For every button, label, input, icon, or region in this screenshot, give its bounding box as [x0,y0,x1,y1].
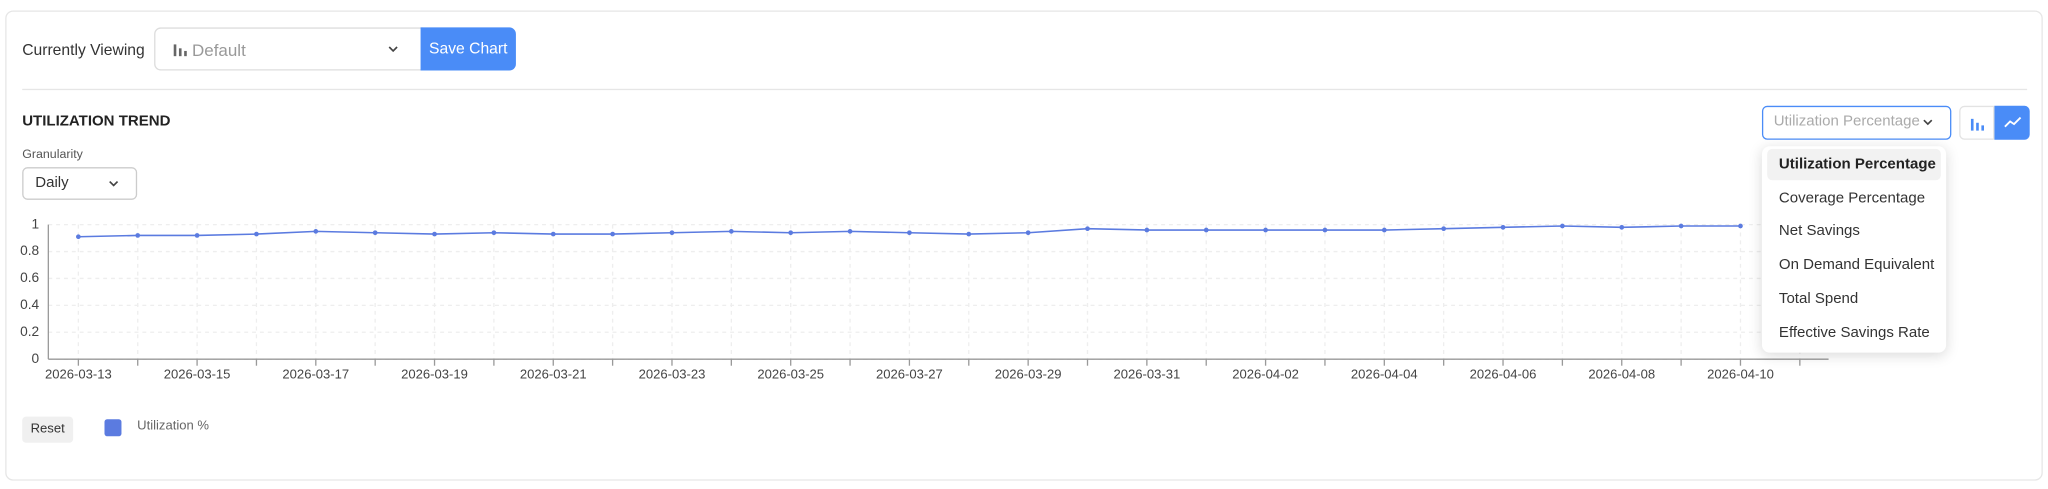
x-tick-label: 2026-04-08 [1588,366,1655,381]
data-point [76,234,81,240]
legend-label[interactable]: Utilization % [137,419,210,434]
data-point [669,230,675,236]
data-point [1619,224,1625,230]
data-point [788,230,794,236]
view-select[interactable]: Default [154,27,424,71]
x-tick-label: 2026-04-02 [1232,366,1299,381]
data-point [1560,223,1565,229]
data-point [313,229,319,234]
bar-chart-button[interactable] [1959,105,1995,140]
section-title: UTILIZATION TREND [22,113,171,130]
menu-item[interactable]: Net Savings [1778,223,1860,240]
x-tick-label: 2026-03-25 [757,366,824,381]
x-tick-label: 2026-03-27 [876,366,943,381]
data-point [135,233,141,238]
menu-item[interactable]: On Demand Equivalent [1778,257,1935,274]
chevron [1923,119,1933,126]
data-point [432,231,437,237]
data-point [1322,227,1328,233]
metric-select-text: Utilization Percentage [1773,113,1920,130]
data-point [1738,223,1743,229]
y-tick-label: 0.6 [20,270,39,285]
x-tick-label: 2026-03-23 [639,366,706,381]
data-point [1203,227,1209,233]
menu-item[interactable]: Coverage Percentage [1778,190,1926,206]
bar-icon [173,44,187,57]
line-icon [2004,116,2022,128]
data-point [1500,224,1506,230]
divider [22,88,2028,91]
data-point [1144,227,1150,233]
metric-menu: Utilization Percentage Coverage Percentag… [1761,146,1947,353]
x-tick-label: 2026-04-10 [1707,366,1774,381]
x-tick-label: 2026-04-04 [1351,366,1418,381]
line-chart-button[interactable] [1994,105,2030,140]
x-tick-label: 2026-03-29 [995,366,1062,381]
menu-item[interactable]: Utilization Percentage [1767,148,1941,181]
x-tick-label: 2026-04-06 [1470,366,1537,381]
metric-select[interactable]: Utilization Percentage [1761,105,1952,140]
data-point [372,230,378,236]
y-tick-label: 1 [32,216,40,231]
viewing-label: Currently Viewing [22,40,145,59]
data-point [1025,230,1031,236]
x-tick-label: 2026-03-15 [164,366,231,381]
x-tick-label: 2026-03-17 [282,366,349,381]
reset-button[interactable]: Reset [22,416,74,443]
granularity-text: Daily [35,175,69,191]
data-point [847,229,853,234]
view-select-text: Default [191,40,246,61]
granularity-select[interactable]: Daily [22,167,138,200]
legend: Utilization % [104,419,365,440]
data-point [1085,226,1090,232]
save-button[interactable]: Save Chart [420,27,516,71]
data-point [1678,223,1684,229]
bar-icon [1970,118,1984,131]
x-tick-label: 2026-03-13 [45,366,112,381]
legend-swatch [104,419,122,437]
data-point [1263,227,1268,233]
menu-item[interactable]: Effective Savings Rate [1778,324,1930,341]
menu-item[interactable]: Total Spend [1778,290,1859,307]
y-tick-label: 0.4 [20,297,39,312]
y-tick-label: 0 [32,351,40,366]
x-tick-label: 2026-03-31 [1113,366,1180,381]
x-tick-label: 2026-03-21 [520,366,587,381]
granularity-label: Granularity [22,147,83,162]
data-point [550,231,556,237]
data-point [194,233,200,238]
y-tick-label: 0.8 [20,243,39,258]
card [5,10,2043,481]
x-tick-label: 2026-03-19 [401,366,468,381]
data-point [966,231,972,237]
y-tick-label: 0.2 [20,324,39,339]
data-point [1441,226,1447,232]
data-point [1381,227,1387,233]
data-point [728,229,734,234]
data-point [610,231,615,237]
data-point [907,230,912,236]
data-point [491,230,497,236]
chevron [109,180,119,187]
chevron [388,46,398,53]
data-point [254,231,259,237]
